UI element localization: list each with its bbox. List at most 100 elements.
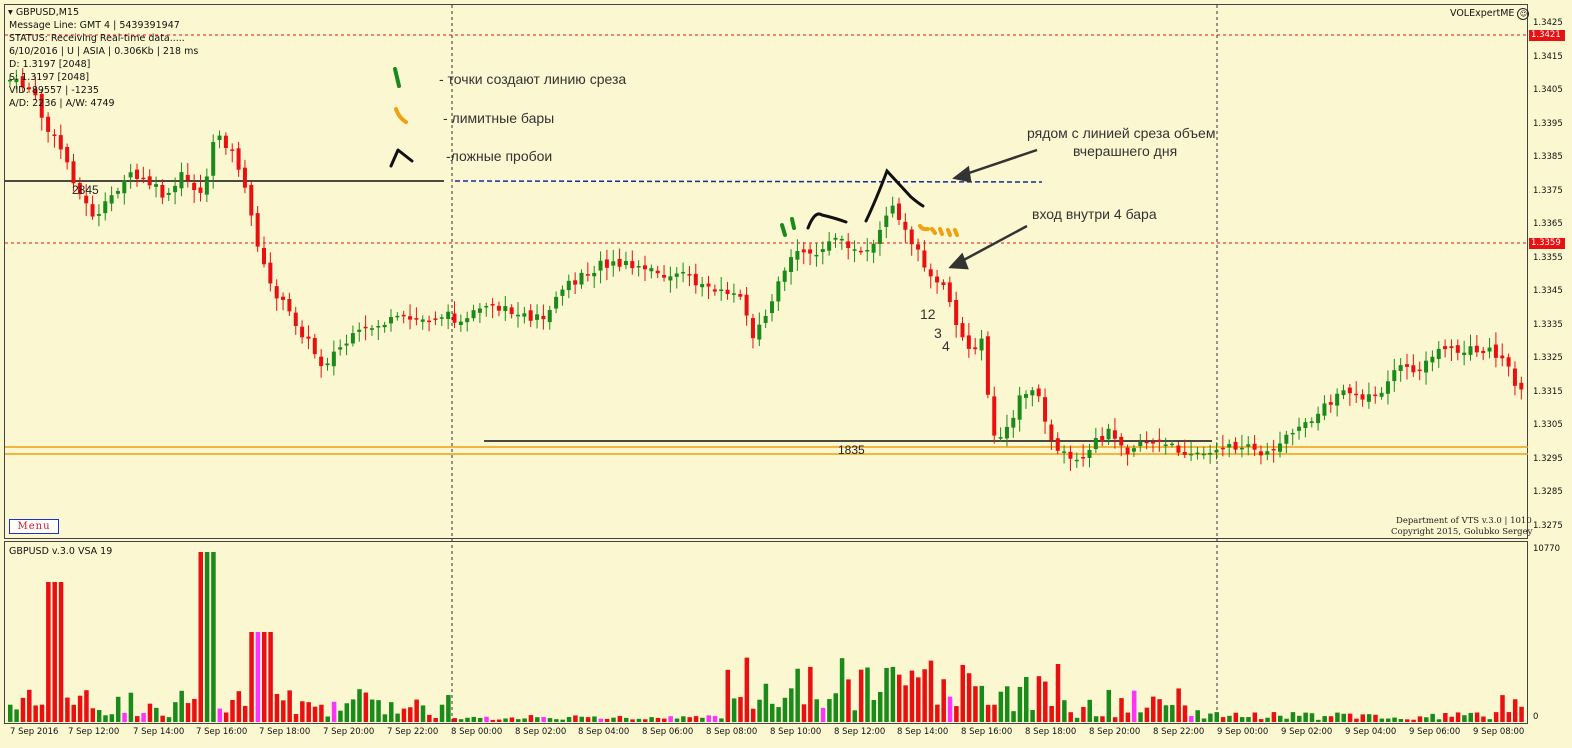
volume-bar — [801, 704, 807, 722]
volume-bar — [135, 716, 140, 722]
candle-body — [916, 244, 921, 250]
candle-body — [509, 307, 514, 315]
candle-body — [236, 148, 241, 170]
volume-bar — [1474, 712, 1480, 722]
volume-bar — [1017, 686, 1023, 722]
candle-body — [103, 201, 108, 214]
candle-body — [255, 213, 260, 247]
arrow-entry — [948, 224, 1028, 270]
volume-bar — [369, 699, 375, 722]
candle-body — [1411, 365, 1416, 373]
candle-body — [1220, 447, 1225, 450]
candle-body — [458, 321, 463, 325]
info-line-d: D: 1.3197 [2048] — [9, 59, 91, 70]
candle-body — [71, 161, 76, 184]
collapse-triangle-icon[interactable]: ▾ — [8, 7, 13, 18]
candle-body — [433, 318, 438, 320]
volume-bars — [8, 552, 1524, 722]
candle-body — [249, 184, 254, 216]
volume-bar — [1322, 716, 1327, 722]
volume-bar — [1512, 699, 1518, 722]
candle-body — [1436, 348, 1441, 360]
info-line-session: 6/10/2016 | U | ASIA | 0.306Kb | 218 ms — [9, 46, 199, 57]
menu-button[interactable]: Menu — [9, 519, 59, 534]
volume-bar — [604, 718, 610, 722]
volume-bar — [1347, 713, 1353, 722]
candle-body — [865, 249, 870, 252]
candle-body — [1125, 447, 1130, 455]
candle-body — [1081, 457, 1086, 459]
volume-bar — [20, 697, 26, 722]
price-chart-pane[interactable] — [4, 4, 1528, 539]
volume-bar — [401, 708, 407, 722]
candle-body — [109, 195, 114, 204]
volume-bar — [1417, 716, 1423, 722]
volume-bar — [293, 714, 299, 722]
expert-advisor-label[interactable]: VOLExpertME ☺ — [1450, 7, 1530, 20]
volume-bar — [954, 706, 959, 722]
candle-body — [1214, 449, 1219, 453]
candle-body — [674, 273, 679, 277]
volume-bar — [655, 717, 661, 722]
candle-body — [408, 316, 413, 320]
volume-bar — [617, 715, 623, 722]
candle-body — [808, 249, 813, 254]
candle-body — [414, 318, 419, 320]
level-label-1835: 1835 — [838, 443, 865, 457]
candle-body — [1074, 459, 1079, 462]
volume-bar — [33, 705, 38, 722]
candle-body — [1493, 344, 1498, 358]
candle-body — [211, 141, 216, 176]
candle-body — [147, 176, 152, 186]
volume-bar — [960, 664, 965, 722]
candle-body — [623, 261, 628, 265]
candle-body — [1043, 397, 1048, 422]
volume-bar — [1258, 719, 1264, 722]
price-axis-label: 1.3275 — [1533, 520, 1563, 531]
candle-body — [1138, 441, 1143, 447]
candle-body — [1182, 452, 1187, 455]
candle-body — [846, 241, 851, 249]
volume-bar — [535, 717, 540, 722]
candle-body — [1297, 426, 1302, 431]
candle-body — [477, 308, 482, 313]
candle-body — [1278, 443, 1282, 452]
volume-bar — [1430, 713, 1435, 722]
volume-bar — [1468, 712, 1473, 722]
candle-body — [1271, 448, 1276, 451]
candle-body — [782, 270, 787, 282]
candle-body — [693, 273, 698, 286]
volume-bar — [827, 699, 832, 722]
candle-body — [1087, 449, 1092, 458]
bar-number-3: 3 — [934, 325, 942, 341]
candle-body — [77, 182, 82, 195]
candle-body — [592, 272, 597, 277]
candle-body — [490, 304, 495, 306]
volume-bar — [1220, 717, 1226, 722]
candle-body — [516, 314, 520, 317]
candle-body — [1462, 352, 1467, 356]
candle-body — [776, 281, 781, 302]
candle-body — [268, 262, 273, 284]
candle-body — [611, 261, 616, 266]
candle-body — [1049, 424, 1054, 441]
volume-bar — [706, 715, 711, 722]
volume-bar — [1443, 713, 1448, 722]
candle-body — [420, 319, 425, 322]
symbol-title[interactable]: ▾ GBPUSD,M15 — [8, 7, 80, 18]
candle-body — [649, 268, 654, 272]
candle-body — [230, 149, 235, 151]
price-axis-label: 1.3305 — [1533, 420, 1563, 430]
candle-body — [833, 237, 838, 240]
copyright-line-1: Department of VTS v.3.0 | 1010 — [1396, 516, 1532, 526]
price-axis-label: 1.3365 — [1533, 219, 1563, 229]
candle-body — [166, 192, 171, 195]
volume-bar — [846, 679, 851, 722]
volume-bar — [1100, 716, 1105, 722]
volume-bar — [573, 715, 578, 722]
candle-body — [1347, 387, 1352, 394]
volume-bar — [477, 718, 483, 722]
level-label-2845: 2845 — [72, 183, 99, 197]
volume-pane[interactable] — [4, 541, 1528, 724]
volume-indicator-label: GBPUSD v.3.0 VSA 19 — [9, 546, 113, 557]
